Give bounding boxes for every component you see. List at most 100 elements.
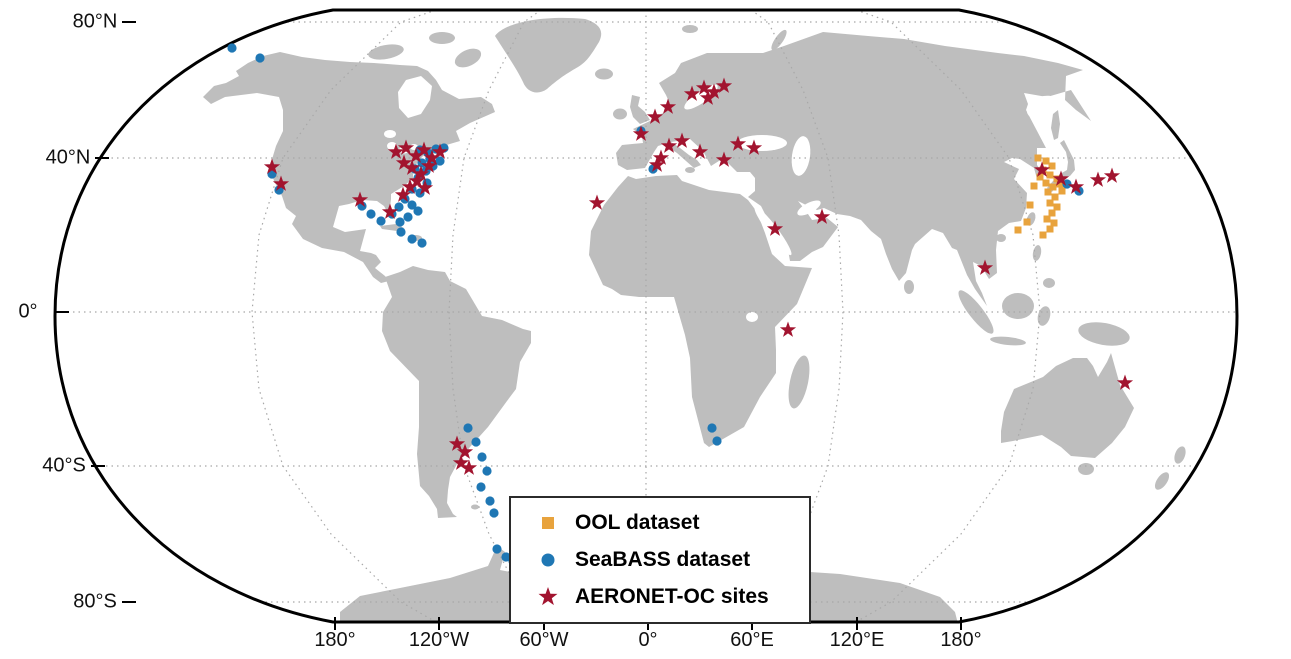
aeronet-marker — [705, 83, 723, 99]
aeronet-marker — [408, 172, 426, 188]
tasmania — [1078, 463, 1094, 475]
lon-label: 0° — [638, 629, 657, 651]
ool-marker — [1026, 201, 1034, 209]
australia — [1001, 353, 1134, 458]
aeronet-marker — [976, 259, 994, 275]
ool-marker — [1048, 162, 1056, 170]
aeronet-marker — [779, 321, 797, 337]
ool-marker — [1044, 188, 1052, 196]
greenland — [495, 17, 602, 93]
ool-marker — [1049, 183, 1057, 191]
aeronet-marker — [1116, 374, 1134, 390]
seabass-marker — [407, 234, 417, 244]
meridian-120w — [251, 10, 437, 622]
ool-marker — [1039, 231, 1047, 239]
ireland — [613, 108, 627, 120]
aeronet-marker — [407, 147, 425, 163]
new-guinea — [1078, 322, 1130, 346]
japan — [1047, 140, 1075, 192]
seabass-marker — [394, 202, 404, 212]
new-zealand-north — [1174, 446, 1186, 464]
aeronet-marker — [646, 108, 664, 124]
lat-label: 40°N — [46, 146, 91, 168]
seabass-marker — [485, 496, 495, 506]
aeronet-marker — [695, 79, 713, 95]
legend-label-seabass: SeaBASS dataset — [575, 548, 751, 571]
ool-marker — [1030, 182, 1038, 190]
seabass-marker — [255, 53, 265, 63]
lat-label: 0° — [18, 300, 37, 322]
seabass-marker — [435, 156, 445, 166]
aeronet-marker — [423, 149, 441, 165]
sulawesi — [1037, 306, 1051, 326]
lon-label: 180° — [940, 629, 981, 651]
ool-marker — [1058, 187, 1066, 195]
aeronet-marker — [588, 194, 606, 210]
aeronet-marker — [673, 132, 691, 148]
aeronet-marker — [691, 143, 709, 159]
ool-marker — [1014, 226, 1022, 234]
ool-marker — [1051, 193, 1059, 201]
aeronet-marker — [420, 157, 438, 173]
aeronet-marker — [1089, 171, 1107, 187]
aeronet-marker — [813, 208, 831, 224]
seabass-marker — [476, 482, 486, 492]
seabass-marker — [1062, 179, 1072, 189]
seabass-marker — [477, 452, 487, 462]
legend-item-ool: OOL dataset — [511, 509, 809, 537]
aeronet-marker — [452, 454, 470, 470]
ool-marker — [1048, 209, 1056, 217]
aeronet-marker — [1067, 178, 1085, 194]
seabass-marker — [395, 217, 405, 227]
aeronet-marker — [431, 143, 449, 159]
caspian-sea — [791, 136, 811, 176]
circle-marker-icon — [533, 546, 563, 574]
aeronet-marker — [659, 98, 677, 114]
aeronet-marker — [660, 137, 678, 153]
black-sea — [737, 135, 787, 151]
meridian-60e — [750, 10, 844, 622]
seabass-marker — [413, 206, 423, 216]
seabass-marker — [417, 238, 427, 248]
seabass-marker — [712, 436, 722, 446]
aeronet-marker — [416, 179, 434, 195]
italy — [668, 142, 701, 168]
seabass-marker — [707, 423, 717, 433]
seabass-marker — [489, 508, 499, 518]
aeronet-marker — [715, 77, 733, 93]
iceland — [595, 68, 613, 80]
seabass-marker — [501, 552, 511, 562]
novaya-zemlya — [771, 29, 787, 51]
aeronet-marker — [1052, 170, 1070, 186]
ool-marker — [1023, 218, 1031, 226]
sakhalin — [1051, 110, 1060, 140]
aeronet-marker — [394, 186, 412, 202]
seabass-marker — [482, 466, 492, 476]
luzon — [1032, 245, 1042, 261]
aeronet-marker — [351, 191, 369, 207]
legend-label-ool: OOL dataset — [575, 511, 700, 534]
legend-label-aeronet: AERONET-OC sites — [575, 585, 769, 608]
ool-marker — [1056, 180, 1064, 188]
aeronet-marker — [415, 141, 433, 157]
seabass-marker — [407, 200, 417, 210]
seabass-marker — [396, 227, 406, 237]
lat-label: 40°S — [42, 454, 86, 476]
new-zealand-south — [1154, 472, 1170, 490]
ool-marker — [1046, 171, 1054, 179]
aeronet-marker — [1103, 167, 1121, 183]
map-outline — [53, 8, 1239, 624]
aeronet-marker — [387, 143, 405, 159]
lon-label: 120°W — [409, 629, 469, 651]
hainan — [996, 234, 1006, 242]
square-marker-icon — [533, 509, 563, 537]
lake-victoria — [746, 312, 758, 322]
aeronet-marker — [272, 175, 290, 191]
aeronet-marker — [456, 443, 474, 459]
seabass-marker — [366, 209, 376, 219]
falkland-islands — [471, 504, 479, 510]
borneo — [1002, 293, 1034, 319]
ool-marker — [1043, 215, 1051, 223]
